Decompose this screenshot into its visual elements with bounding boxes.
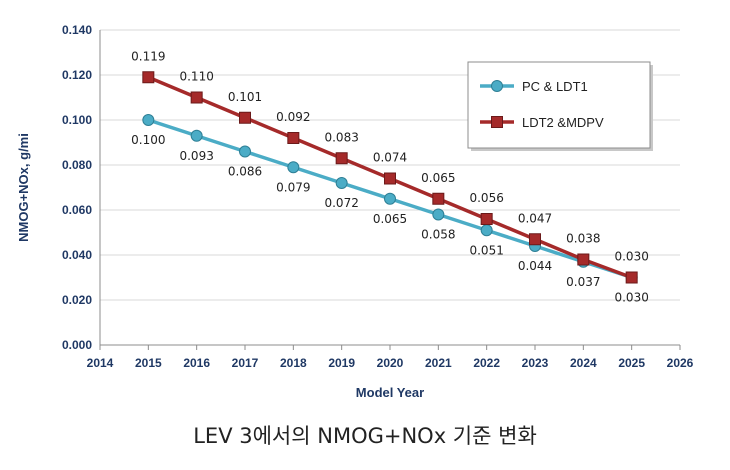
legend-label: PC & LDT1	[522, 79, 588, 94]
data-point-ldt2-mdpv	[384, 172, 396, 185]
x-axis-title: Model Year	[356, 385, 424, 400]
x-tick-label: 2018	[280, 356, 307, 370]
data-label-ldt2-mdpv: 0.047	[518, 211, 552, 225]
series-lines	[142, 71, 638, 284]
data-label-ldt2-mdpv: 0.074	[373, 151, 407, 165]
y-tick-label: 0.140	[62, 23, 92, 37]
data-point-pc-ldt1	[287, 161, 300, 174]
data-point-ldt2-mdpv	[432, 192, 445, 205]
x-tick-label: 2025	[618, 356, 645, 370]
legend-marker-circle	[491, 80, 503, 92]
data-label-pc-ldt1: 0.093	[179, 149, 213, 163]
data-label-ldt2-mdpv: 0.083	[324, 130, 358, 144]
data-point-pc-ldt1	[142, 114, 155, 126]
data-label-ldt2-mdpv: 0.101	[228, 90, 262, 104]
data-label-ldt2-mdpv: 0.065	[421, 171, 455, 185]
x-tick-label: 2014	[87, 356, 114, 370]
y-tick-label: 0.120	[62, 68, 92, 82]
data-label-pc-ldt1: 0.065	[373, 212, 407, 226]
y-tick-label: 0.020	[62, 293, 92, 307]
data-point-pc-ldt1	[239, 145, 251, 158]
data-point-ldt2-mdpv	[287, 132, 300, 144]
data-point-ldt2-mdpv	[335, 152, 348, 165]
data-point-ldt2-mdpv	[625, 271, 638, 284]
data-label-ldt2-mdpv: 0.056	[469, 191, 503, 205]
data-label-pc-ldt1: 0.058	[421, 228, 455, 242]
data-point-ldt2-mdpv	[577, 253, 590, 266]
legend-box	[467, 61, 651, 149]
data-label-ldt2-mdpv: 0.030	[614, 250, 648, 264]
x-tick-label: 2019	[328, 356, 355, 370]
data-point-pc-ldt1	[384, 192, 396, 205]
x-tick-label: 2021	[425, 356, 452, 370]
x-tick-label: 2015	[135, 356, 162, 370]
data-point-ldt2-mdpv	[529, 233, 541, 246]
data-label-pc-ldt1: 0.030	[614, 291, 648, 305]
x-tick-label: 2023	[522, 356, 549, 370]
data-label-ldt2-mdpv: 0.038	[566, 232, 600, 246]
data-point-pc-ldt1	[335, 177, 348, 189]
data-point-pc-ldt1	[190, 129, 203, 142]
data-label-ldt2-mdpv: 0.110	[179, 70, 213, 84]
x-tick-label: 2026	[667, 356, 694, 370]
y-axis-title: NMOG+NOx, g/mi	[16, 133, 31, 242]
data-point-ldt2-mdpv	[480, 213, 493, 225]
y-tick-label: 0.000	[62, 338, 92, 352]
data-point-ldt2-mdpv	[142, 71, 155, 84]
data-point-ldt2-mdpv	[190, 91, 203, 104]
data-labels: 0.100 0.093 0.086 0.079 0.072 0.065 0.058 0.051…	[131, 49, 649, 304]
y-tick-label: 0.060	[62, 203, 92, 217]
x-tick-label: 2017	[232, 356, 259, 370]
data-label-ldt2-mdpv: 0.119	[131, 49, 165, 63]
y-tick-label: 0.080	[62, 158, 92, 172]
y-tick-label: 0.040	[62, 248, 92, 262]
data-label-ldt2-mdpv: 0.092	[276, 110, 310, 124]
x-tick-label: 2016	[183, 356, 210, 370]
data-point-pc-ldt1	[432, 208, 445, 221]
data-label-pc-ldt1: 0.086	[228, 165, 262, 179]
y-tick-label: 0.100	[62, 113, 92, 127]
x-tick-label: 2022	[473, 356, 500, 370]
data-label-pc-ldt1: 0.044	[518, 259, 552, 273]
legend: PC & LDT1 LDT2 &MDPV	[467, 61, 653, 151]
data-label-pc-ldt1: 0.079	[276, 180, 310, 194]
data-point-ldt2-mdpv	[239, 111, 251, 124]
axes	[99, 30, 681, 350]
data-label-pc-ldt1: 0.051	[469, 243, 503, 257]
tick-labels: 0.000 0.020 0.040 0.060 0.080 0.100 0.120 0.140…	[62, 23, 694, 370]
line-chart: 0.000 0.020 0.040 0.060 0.080 0.100 0.120 0.140…	[16, 23, 694, 400]
data-label-pc-ldt1: 0.072	[324, 196, 358, 210]
legend-marker-square	[491, 116, 503, 128]
x-tick-label: 2024	[570, 356, 597, 370]
x-tick-label: 2020	[377, 356, 404, 370]
data-point-pc-ldt1	[480, 224, 493, 237]
legend-label: LDT2 &MDPV	[522, 115, 604, 130]
data-label-pc-ldt1: 0.037	[566, 275, 600, 289]
data-label-pc-ldt1: 0.100	[131, 133, 165, 147]
figure-caption: LEV 3에서의 NMOG+NOx 기준 변화	[193, 424, 537, 448]
